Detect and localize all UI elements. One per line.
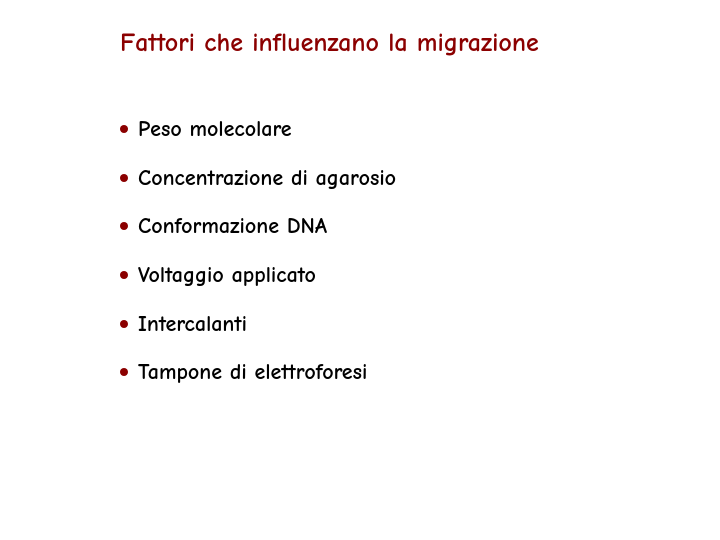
- list-item: Conformazione DNA: [120, 212, 680, 241]
- list-item: Peso molecolare: [120, 115, 680, 144]
- slide: Fattori che influenzano la migrazione Pe…: [0, 0, 720, 540]
- list-item: Tampone di elettroforesi: [120, 358, 680, 387]
- bullet-icon: [120, 320, 128, 328]
- bullet-icon: [120, 222, 128, 230]
- bullet-list: Peso molecolare Concentrazione di agaros…: [120, 115, 680, 387]
- bullet-icon: [120, 271, 128, 279]
- bullet-icon: [120, 125, 128, 133]
- slide-title: Fattori che influenzano la migrazione: [120, 28, 680, 59]
- list-item: Intercalanti: [120, 310, 680, 339]
- bullet-text: Voltaggio applicato: [138, 261, 316, 290]
- bullet-text: Intercalanti: [138, 310, 247, 339]
- bullet-text: Tampone di elettroforesi: [138, 358, 367, 387]
- bullet-text: Concentrazione di agarosio: [138, 164, 396, 193]
- bullet-text: Conformazione DNA: [138, 212, 327, 241]
- bullet-icon: [120, 174, 128, 182]
- list-item: Voltaggio applicato: [120, 261, 680, 290]
- bullet-text: Peso molecolare: [138, 115, 292, 144]
- list-item: Concentrazione di agarosio: [120, 164, 680, 193]
- bullet-icon: [120, 368, 128, 376]
